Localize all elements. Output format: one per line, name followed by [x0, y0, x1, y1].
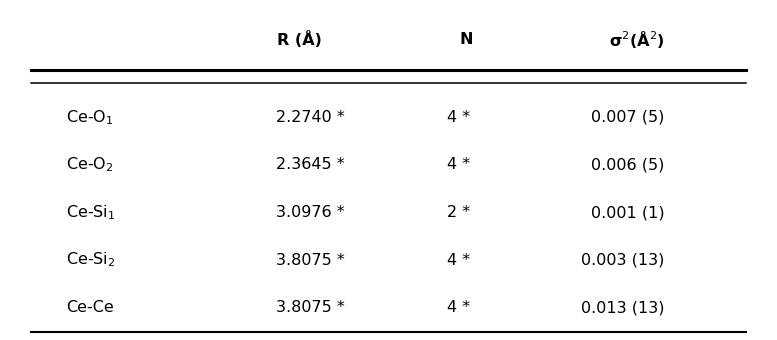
Text: Ce-Si$_2$: Ce-Si$_2$	[66, 251, 116, 269]
Text: 3.8075 *: 3.8075 *	[276, 300, 344, 315]
Text: 4 *: 4 *	[447, 300, 470, 315]
Text: 0.007 (5): 0.007 (5)	[591, 110, 664, 125]
Text: 3.0976 *: 3.0976 *	[276, 205, 344, 220]
Text: 0.001 (1): 0.001 (1)	[591, 205, 664, 220]
Text: 4 *: 4 *	[447, 157, 470, 172]
Text: 4 *: 4 *	[447, 253, 470, 268]
Text: R (Å): R (Å)	[277, 31, 322, 48]
Text: σ$^{2}$(Å$^{2}$): σ$^{2}$(Å$^{2}$)	[609, 29, 665, 50]
Text: Ce-O$_1$: Ce-O$_1$	[66, 108, 113, 126]
Text: 4 *: 4 *	[447, 110, 470, 125]
Text: 0.006 (5): 0.006 (5)	[591, 157, 664, 172]
Text: Ce-O$_2$: Ce-O$_2$	[66, 156, 113, 174]
Text: 0.013 (13): 0.013 (13)	[581, 300, 664, 315]
Text: 2.2740 *: 2.2740 *	[276, 110, 344, 125]
Text: 2.3645 *: 2.3645 *	[276, 157, 344, 172]
Text: N: N	[459, 32, 473, 47]
Text: 3.8075 *: 3.8075 *	[276, 253, 344, 268]
Text: Ce-Si$_1$: Ce-Si$_1$	[66, 203, 116, 222]
Text: 0.003 (13): 0.003 (13)	[581, 253, 664, 268]
Text: 2 *: 2 *	[447, 205, 470, 220]
Text: Ce-Ce: Ce-Ce	[66, 300, 113, 315]
